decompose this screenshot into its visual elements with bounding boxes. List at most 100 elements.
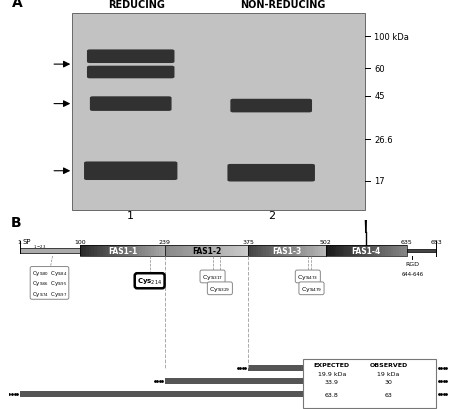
- Bar: [261, 245, 264, 256]
- FancyBboxPatch shape: [228, 164, 315, 182]
- Bar: [19, 391, 436, 397]
- Text: REDUCING: REDUCING: [108, 0, 165, 10]
- Bar: [401, 245, 404, 256]
- Bar: [274, 245, 277, 256]
- Text: EXPECTED: EXPECTED: [314, 362, 350, 367]
- Bar: [218, 245, 220, 256]
- Bar: [396, 245, 399, 256]
- Bar: [168, 245, 171, 256]
- Bar: [137, 245, 140, 256]
- Text: FAS1-2: FAS1-2: [192, 247, 221, 256]
- Bar: [148, 245, 151, 256]
- Bar: [303, 360, 436, 408]
- Bar: [337, 245, 339, 256]
- Text: 63: 63: [385, 392, 392, 397]
- Bar: [258, 245, 261, 256]
- Bar: [187, 245, 190, 256]
- Text: 19.9 kDa: 19.9 kDa: [318, 371, 346, 375]
- Bar: [294, 245, 297, 256]
- Bar: [276, 245, 279, 256]
- Text: 644-646: 644-646: [401, 272, 423, 276]
- Bar: [353, 245, 356, 256]
- Bar: [345, 245, 347, 256]
- Bar: [305, 245, 308, 256]
- Bar: [287, 245, 290, 256]
- Bar: [165, 245, 248, 256]
- Bar: [151, 245, 154, 256]
- Text: SP: SP: [22, 238, 30, 244]
- Bar: [256, 245, 259, 256]
- Text: Cys$_{329}$: Cys$_{329}$: [209, 284, 230, 293]
- Text: 2: 2: [268, 211, 275, 221]
- Bar: [253, 245, 256, 256]
- Text: FAS1-3: FAS1-3: [272, 247, 301, 256]
- Bar: [139, 245, 143, 256]
- Bar: [282, 245, 284, 256]
- Bar: [223, 245, 226, 256]
- Text: Cys$_{479}$: Cys$_{479}$: [301, 284, 322, 293]
- Bar: [388, 245, 391, 256]
- Bar: [264, 245, 266, 256]
- Bar: [215, 245, 218, 256]
- Bar: [97, 245, 100, 256]
- Bar: [234, 245, 237, 256]
- Bar: [176, 245, 179, 256]
- Bar: [179, 245, 182, 256]
- Bar: [242, 245, 246, 256]
- Text: Cys$_{317}$: Cys$_{317}$: [202, 272, 223, 281]
- Text: A: A: [12, 0, 23, 10]
- Bar: [119, 245, 123, 256]
- Bar: [380, 245, 383, 256]
- Bar: [350, 245, 353, 256]
- Bar: [366, 245, 369, 256]
- Bar: [248, 245, 251, 256]
- Bar: [372, 245, 374, 256]
- Bar: [91, 245, 94, 256]
- Bar: [391, 245, 393, 256]
- Text: NON-REDUCING: NON-REDUCING: [240, 0, 326, 10]
- Bar: [128, 245, 131, 256]
- Bar: [228, 245, 232, 256]
- Bar: [145, 245, 148, 256]
- Bar: [326, 245, 407, 256]
- Bar: [302, 245, 305, 256]
- Text: 1: 1: [127, 211, 134, 221]
- Bar: [80, 245, 165, 256]
- Text: 635: 635: [401, 239, 413, 244]
- Text: Cys$_{80}$  Cys$_{84}$
Cys$_{66}$  Cys$_{95}$
Cys$_{74}$  Cys$_{97}$: Cys$_{80}$ Cys$_{84}$ Cys$_{66}$ Cys$_{9…: [32, 269, 67, 298]
- Bar: [212, 245, 215, 256]
- Bar: [292, 245, 295, 256]
- Bar: [334, 245, 337, 256]
- Text: 17: 17: [374, 177, 385, 186]
- Bar: [125, 245, 128, 256]
- Bar: [122, 245, 126, 256]
- Bar: [318, 245, 321, 256]
- Bar: [404, 245, 407, 256]
- Bar: [269, 245, 272, 256]
- Bar: [245, 245, 248, 256]
- Bar: [231, 245, 235, 256]
- Text: Cys$_{473}$: Cys$_{473}$: [297, 272, 319, 281]
- FancyBboxPatch shape: [84, 162, 177, 181]
- Bar: [184, 245, 187, 256]
- Bar: [407, 249, 436, 252]
- Bar: [220, 245, 223, 256]
- Bar: [198, 245, 201, 256]
- Bar: [80, 245, 83, 256]
- Bar: [165, 378, 436, 384]
- Bar: [156, 245, 160, 256]
- Bar: [190, 245, 193, 256]
- Text: FAS1-1: FAS1-1: [108, 247, 137, 256]
- Text: 30: 30: [385, 379, 392, 384]
- Text: 45: 45: [374, 92, 384, 101]
- Bar: [339, 245, 342, 256]
- Bar: [374, 245, 377, 256]
- Bar: [19, 248, 80, 254]
- Bar: [240, 245, 243, 256]
- Bar: [209, 245, 212, 256]
- Bar: [383, 245, 385, 256]
- Bar: [109, 245, 111, 256]
- Bar: [266, 245, 269, 256]
- Bar: [342, 245, 345, 256]
- Text: 502: 502: [319, 239, 331, 244]
